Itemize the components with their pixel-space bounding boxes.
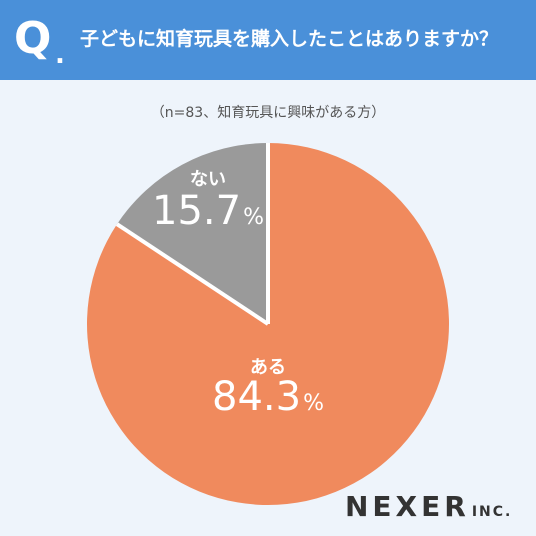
slice-label-yes: ある	[250, 357, 286, 378]
sample-note: （n=83、知育玩具に興味がある方）	[150, 105, 386, 121]
logo-suffix: INC.	[471, 504, 513, 520]
nexer-logo: NEXER INC.	[345, 490, 512, 523]
pie-slice-no	[117, 143, 269, 324]
q-letter: Q	[14, 13, 52, 64]
slice-value-no: 15.7%	[152, 188, 264, 234]
question-text: 子どもに知育玩具を購入したことはありますか？	[80, 28, 499, 50]
slice-label-no: ない	[190, 169, 226, 190]
logo-main: NEXER	[345, 490, 470, 523]
q-dot: .	[55, 40, 65, 70]
slice-separator-1	[115, 222, 270, 326]
slice-value-yes: 84.3%	[212, 374, 324, 420]
header-banner: Q . 子どもに知育玩具を購入したことはありますか？	[0, 0, 536, 80]
